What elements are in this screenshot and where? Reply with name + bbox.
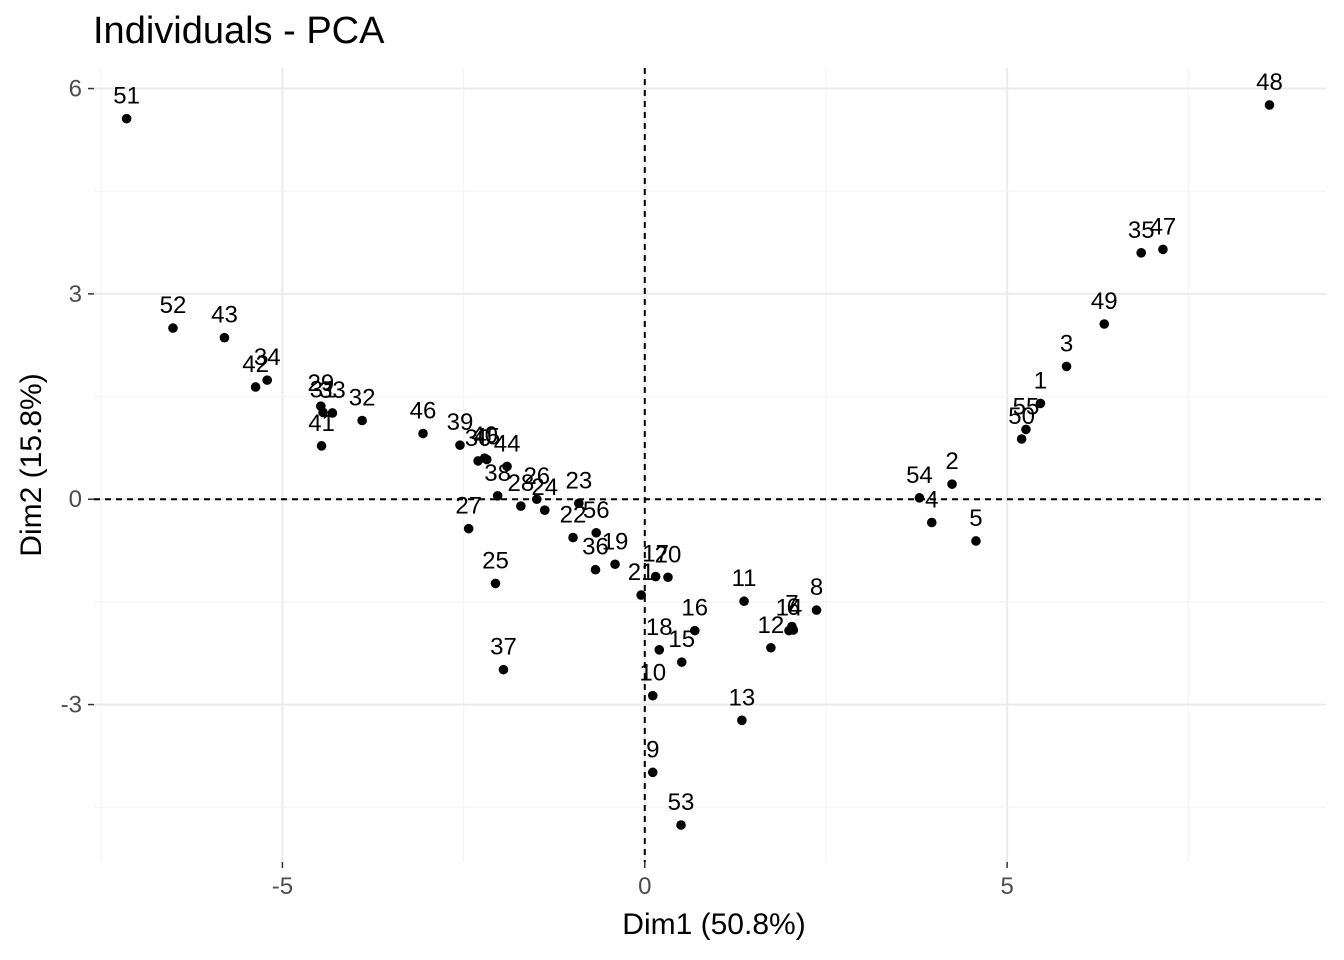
data-point-label: 2 (945, 448, 958, 475)
data-point-label: 54 (906, 462, 933, 489)
data-point-label: 53 (668, 789, 695, 816)
data-point-label: 51 (113, 83, 140, 110)
data-point-label: 11 (732, 565, 757, 592)
data-point (648, 691, 658, 701)
data-point (1136, 248, 1146, 258)
y-tick-label: 3 (69, 281, 82, 308)
data-point-label: 16 (681, 595, 708, 622)
data-point (540, 505, 550, 515)
y-tick-label: -3 (61, 692, 82, 719)
data-point-label: 20 (655, 541, 682, 568)
data-point-label: 52 (160, 292, 187, 319)
data-point-label: 48 (1256, 69, 1283, 96)
data-point-label: 13 (729, 684, 756, 711)
data-point-label: 32 (349, 385, 376, 412)
data-point-label: 18 (646, 614, 673, 641)
data-point-label: 10 (639, 660, 666, 687)
data-point (499, 665, 509, 675)
data-point-label: 36 (582, 534, 609, 561)
x-tick-label: -5 (272, 873, 293, 900)
data-point (610, 559, 620, 569)
data-point (1158, 245, 1168, 255)
data-point (516, 501, 526, 511)
data-point (737, 716, 747, 726)
data-point-label: 46 (410, 398, 437, 425)
data-points (122, 100, 1274, 830)
data-point (568, 533, 578, 543)
data-point (317, 441, 327, 451)
x-axis-label: Dim1 (50.8%) (0, 908, 1344, 942)
data-point (676, 820, 686, 830)
data-point (251, 382, 261, 392)
data-point (1017, 434, 1027, 444)
data-point (648, 768, 658, 778)
y-tick-label: 0 (69, 486, 82, 513)
data-point-label: 9 (646, 736, 659, 763)
data-point-label: 3 (1060, 330, 1073, 357)
data-point-label: 43 (211, 302, 238, 329)
data-point (1099, 319, 1109, 329)
data-point (663, 572, 673, 582)
y-tick-label: 6 (69, 76, 82, 103)
data-point (784, 626, 794, 636)
data-point (1265, 100, 1275, 110)
data-point (591, 565, 601, 575)
data-point (654, 645, 664, 655)
x-tick-label: 0 (638, 873, 651, 900)
data-point-label: 49 (1091, 288, 1118, 315)
data-point (220, 333, 230, 343)
data-point (915, 493, 925, 503)
data-point-label: 33 (319, 377, 346, 404)
data-point-label: 37 (490, 634, 517, 661)
data-point-label: 45 (473, 424, 500, 451)
data-point (491, 579, 501, 589)
reference-lines (94, 68, 1326, 862)
data-point-label: 5 (969, 505, 982, 532)
grid-lines (94, 68, 1326, 862)
data-point-label: 47 (1150, 213, 1177, 240)
data-point-label: 14 (776, 595, 803, 622)
data-point (357, 416, 367, 426)
data-point-label: 1 (1034, 367, 1047, 394)
y-axis-label: Dim2 (15.8%) (15, 373, 49, 556)
data-point-label: 21 (628, 559, 655, 586)
data-point (636, 590, 646, 600)
data-point (947, 479, 957, 489)
data-point (168, 323, 178, 333)
data-point-label: 55 (1013, 393, 1040, 420)
data-point-label: 8 (810, 574, 823, 601)
data-point-label: 25 (482, 547, 509, 574)
data-point (418, 429, 428, 439)
data-point (493, 491, 503, 501)
data-point-label: 4 (925, 486, 938, 513)
data-point-label: 28 (508, 470, 535, 497)
data-point-label: 42 (242, 351, 269, 378)
x-axis-ticks: -5 0 5 (272, 862, 1014, 900)
data-point (971, 536, 981, 546)
data-point (927, 518, 937, 528)
data-point-label: 27 (455, 493, 482, 520)
data-point (1062, 362, 1072, 372)
data-point (455, 440, 465, 450)
y-axis-ticks: -3 0 3 6 (61, 76, 94, 719)
data-point-label: 41 (308, 410, 335, 437)
data-point (739, 596, 749, 606)
data-point-label: 56 (583, 497, 610, 524)
data-point (812, 605, 822, 615)
data-point (677, 657, 687, 667)
data-point (122, 114, 132, 124)
data-point-label: 39 (447, 409, 474, 436)
data-point (766, 643, 776, 653)
data-point-label: 23 (565, 467, 592, 494)
data-point-label: 38 (484, 460, 511, 487)
data-point (464, 524, 474, 534)
x-tick-label: 5 (1000, 873, 1013, 900)
